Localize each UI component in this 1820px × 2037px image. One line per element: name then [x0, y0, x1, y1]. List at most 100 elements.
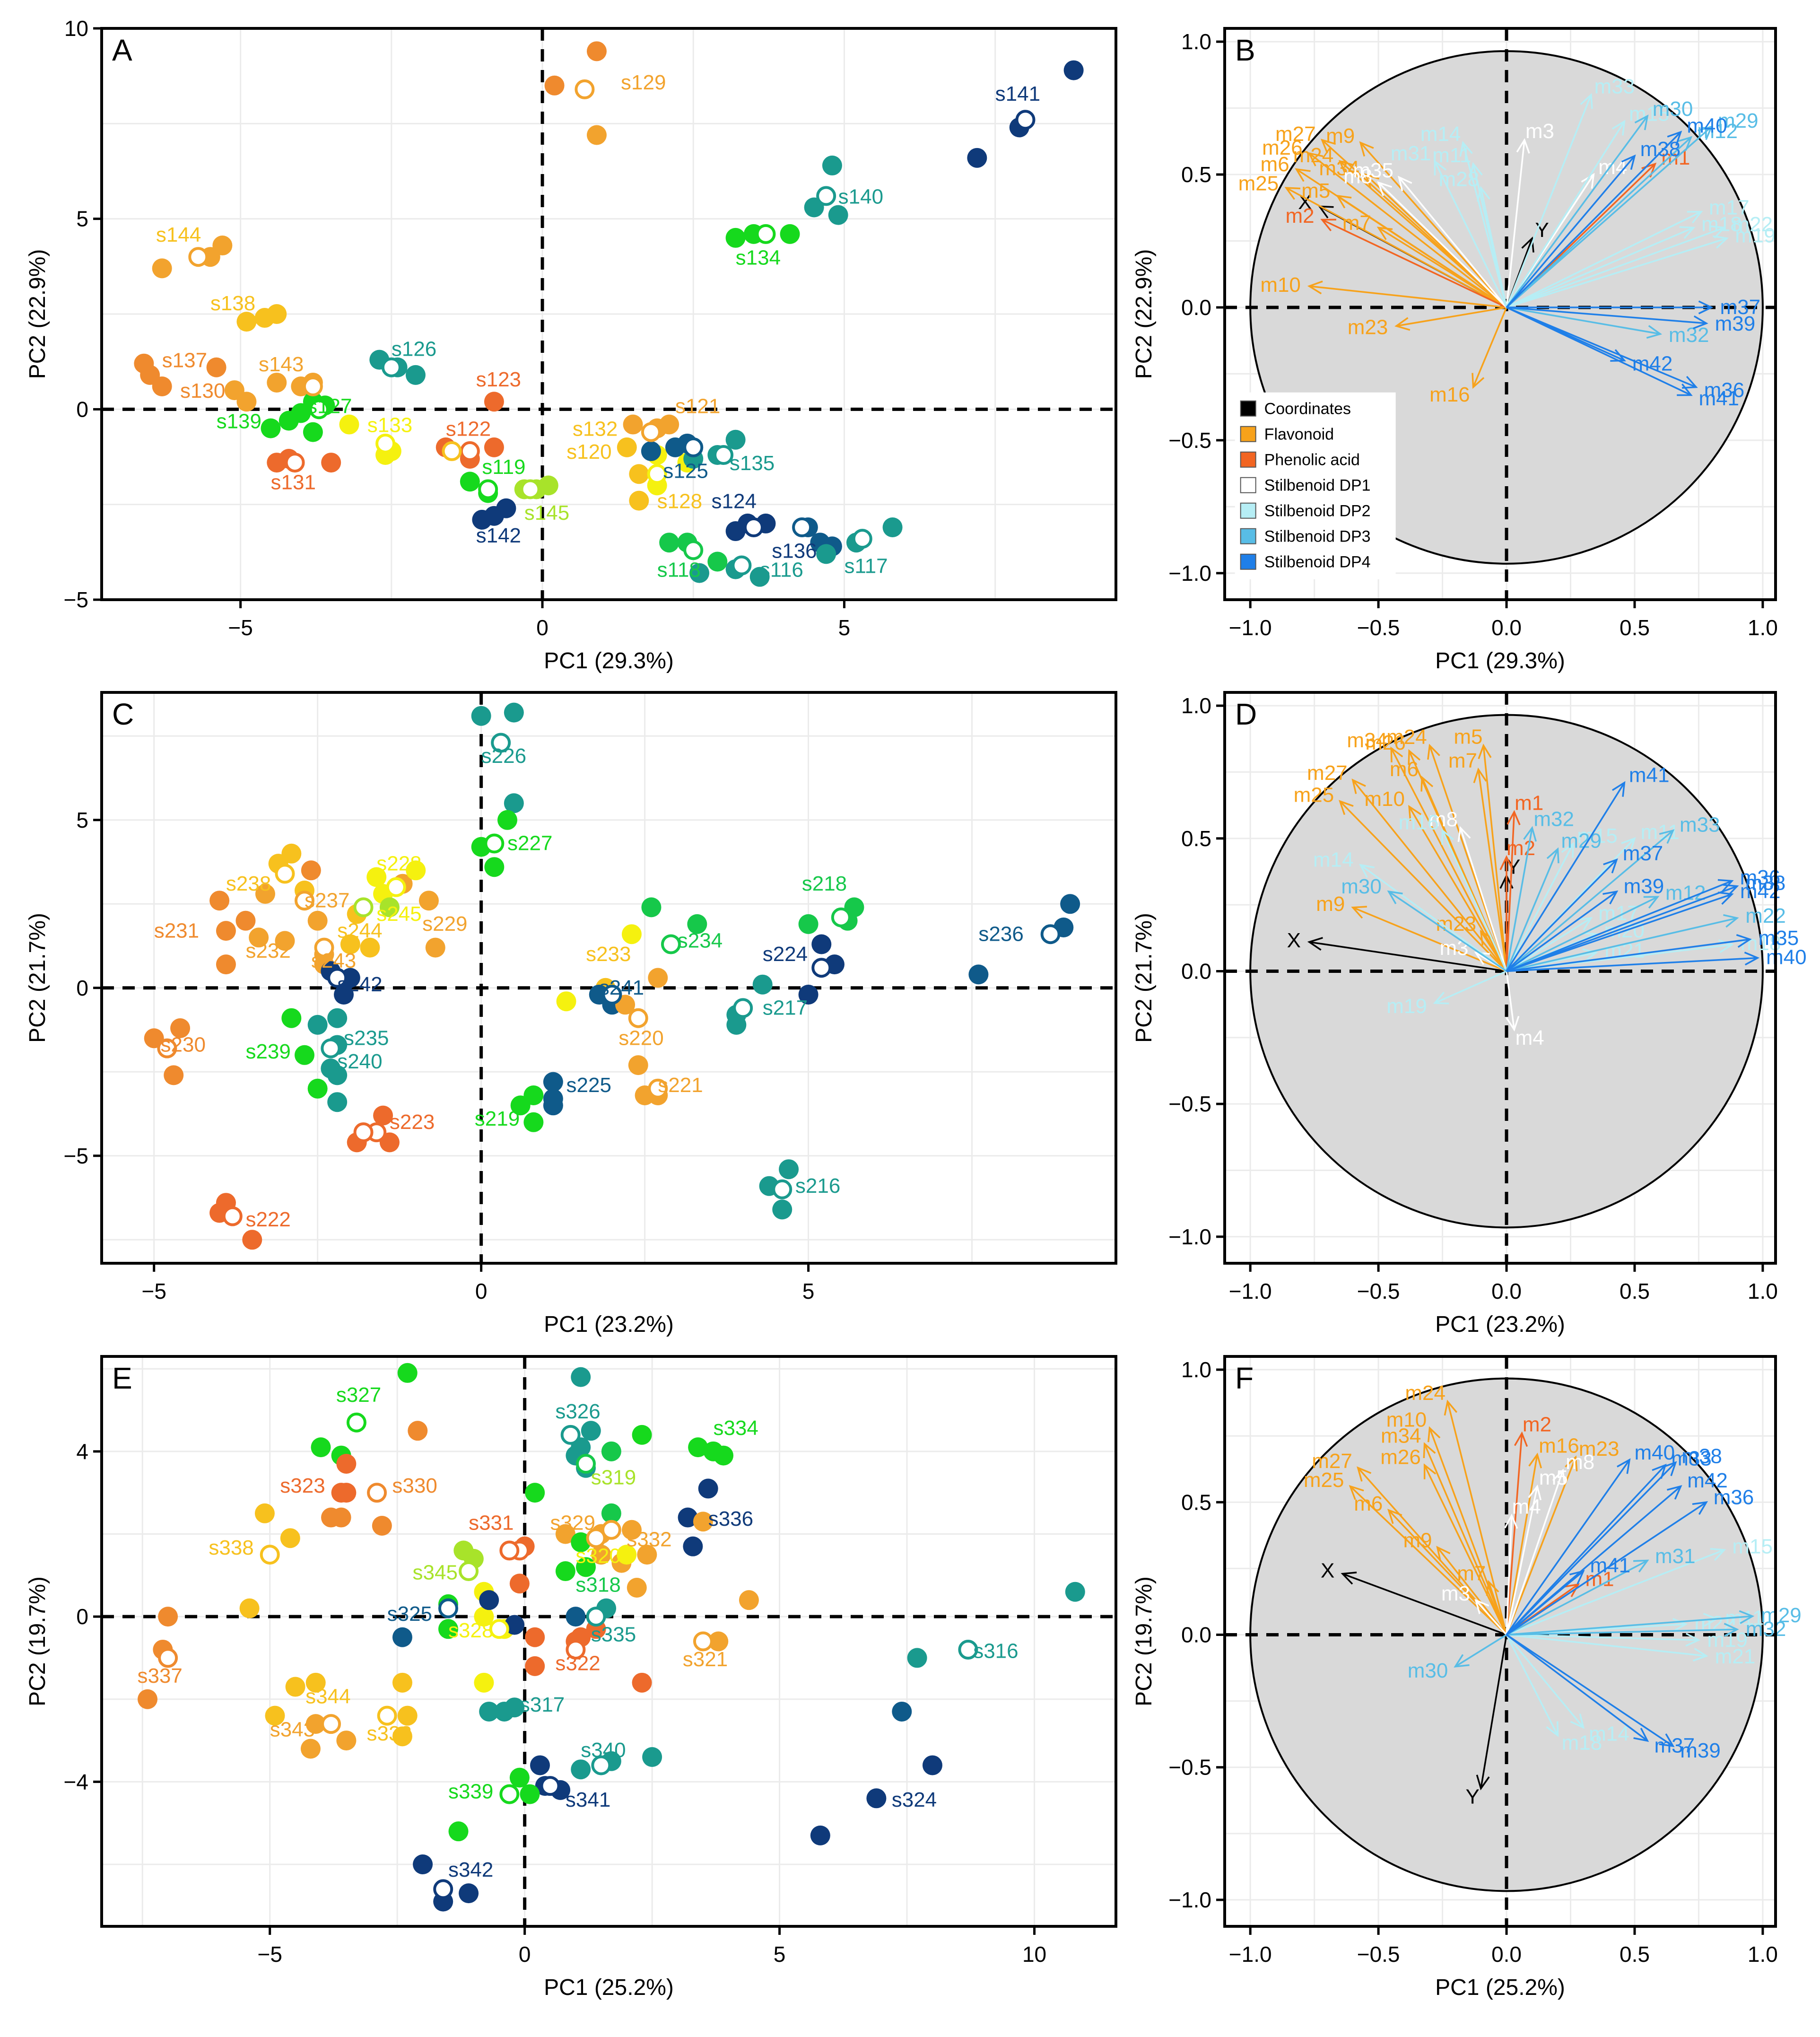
- vector-arrowhead: [1486, 1580, 1499, 1596]
- data-point: [406, 860, 426, 881]
- data-point: [158, 1607, 178, 1627]
- vector-line: [1286, 187, 1507, 308]
- data-point: [772, 1199, 792, 1220]
- vector-line: [1378, 227, 1507, 308]
- data-point: [538, 475, 558, 496]
- data-point: [798, 914, 819, 934]
- vector-label: m26: [1262, 136, 1303, 159]
- vector-line: [1506, 1454, 1538, 1635]
- vector-line: [1506, 938, 1750, 972]
- centroid-marker: [540, 1776, 560, 1796]
- plot-frame: [100, 691, 1117, 1265]
- data-point: [523, 1112, 544, 1132]
- data-point: [623, 414, 643, 435]
- data-point: [239, 1598, 260, 1618]
- y-tick-label: 1.0: [1181, 1357, 1211, 1382]
- y-tick-label: 1.0: [1181, 29, 1211, 54]
- vector-arrowhead: [1717, 879, 1734, 892]
- vector-line: [1350, 1486, 1507, 1635]
- point-label: s235: [344, 1027, 389, 1050]
- vector-label: m25: [1294, 783, 1334, 806]
- vector-label: m6: [1261, 153, 1289, 176]
- data-point: [301, 860, 321, 881]
- data-point: [305, 1714, 326, 1734]
- vector-label: m34: [1381, 1424, 1421, 1447]
- vector-line: [1506, 237, 1727, 308]
- x-tick-label: 10: [1022, 1942, 1046, 1967]
- point-label: s340: [581, 1739, 626, 1762]
- data-point: [1065, 1582, 1085, 1602]
- vector-line: [1506, 891, 1618, 972]
- x-tick-label: 0: [519, 1942, 531, 1967]
- vector-label: m40: [1766, 945, 1807, 969]
- vector-arrowhead: [1610, 349, 1626, 362]
- point-label: s137: [162, 349, 207, 372]
- data-point: [621, 924, 642, 944]
- centroid-marker: [683, 437, 704, 457]
- vector-line: [1506, 1501, 1707, 1635]
- centroid-marker: [628, 1008, 648, 1028]
- data-point: [509, 1767, 530, 1788]
- point-label: s222: [245, 1208, 290, 1231]
- vector-label: m30: [1653, 97, 1693, 121]
- point-label: s118: [657, 559, 701, 582]
- vector-arrowhead: [1295, 168, 1311, 182]
- data-point: [372, 1516, 392, 1536]
- vector-arrowhead: [1687, 210, 1703, 224]
- vector-arrowhead: [1685, 1633, 1701, 1647]
- vector-arrowhead: [1672, 1618, 1688, 1632]
- point-label: s242: [337, 973, 382, 996]
- vector-label: m26: [1365, 731, 1406, 754]
- point-label: s139: [217, 410, 261, 433]
- vector-line: [1506, 1634, 1707, 1657]
- data-point: [632, 1672, 652, 1693]
- point-label: s143: [259, 353, 304, 376]
- point-label: s133: [367, 414, 412, 437]
- vector-label: m10: [1364, 787, 1405, 811]
- point-label: s226: [481, 744, 526, 768]
- y-tick-label: −1.0: [1168, 561, 1211, 586]
- vector-line: [1506, 828, 1533, 971]
- point-label: s335: [591, 1623, 636, 1646]
- vector-label: m10: [1260, 273, 1301, 297]
- centroid-marker: [852, 529, 872, 549]
- data-point: [504, 702, 524, 723]
- data-point: [509, 1574, 530, 1594]
- point-label: s322: [555, 1652, 600, 1675]
- x-tick-label: 0.0: [1491, 1279, 1522, 1303]
- point-label: s237: [305, 889, 349, 912]
- vector-label: m42: [1632, 352, 1673, 376]
- data-point: [622, 1520, 642, 1540]
- vector-arrowhead: [1351, 778, 1366, 794]
- centroid-marker: [831, 907, 851, 927]
- vector-arrowhead: [1698, 300, 1714, 315]
- x-tick-label: −1.0: [1229, 1942, 1272, 1967]
- data-point: [280, 1528, 300, 1548]
- data-point: [255, 884, 275, 904]
- vector-line: [1506, 1634, 1648, 1742]
- data-point: [967, 148, 987, 168]
- vector-arrowhead: [1633, 1728, 1649, 1742]
- x-tick-label: 0.5: [1620, 1279, 1650, 1303]
- centroid-marker: [816, 186, 836, 206]
- centroid-marker: [958, 1639, 978, 1660]
- legend-label: Stilbenoid DP2: [1264, 502, 1371, 520]
- vector-arrowhead: [1718, 939, 1734, 953]
- vector-label: m1: [1515, 792, 1543, 815]
- centroid-marker: [602, 985, 622, 1005]
- point-label: s338: [209, 1536, 253, 1559]
- data-point: [683, 1536, 703, 1556]
- point-label: s317: [520, 1693, 565, 1716]
- centroid-marker: [693, 1631, 713, 1652]
- data-point: [281, 1008, 302, 1028]
- centroid-marker: [731, 555, 752, 576]
- data-point: [641, 897, 662, 918]
- vector-line: [1506, 859, 1618, 972]
- vector-arrowhead: [1339, 800, 1354, 815]
- vector-arrowhead: [1349, 1485, 1364, 1500]
- point-label: s225: [566, 1074, 611, 1097]
- data-point: [693, 1512, 713, 1532]
- vector-line: [1308, 152, 1507, 308]
- data-point: [637, 1545, 657, 1565]
